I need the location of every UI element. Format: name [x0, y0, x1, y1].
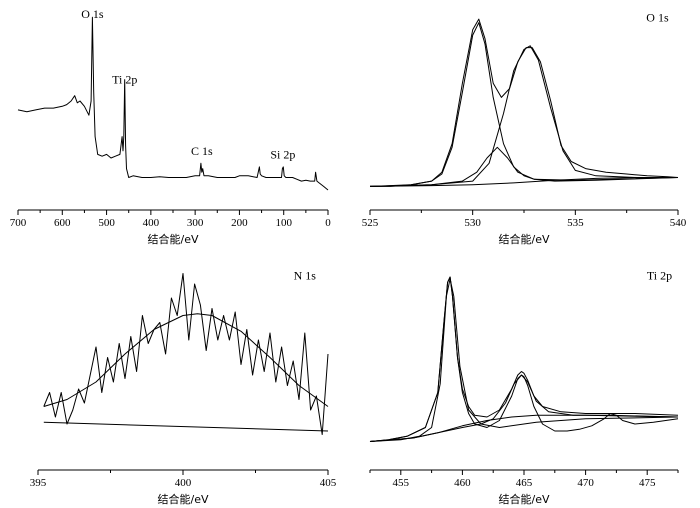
x-tick-label: 200	[231, 217, 248, 229]
x-axis-label: 结合能/eV	[499, 492, 550, 506]
panel-o1s: 525 530 535 540 结合能/eV O 1s	[362, 10, 687, 246]
series-line-data-0	[17, 16, 329, 191]
x-tick-label: 400	[175, 477, 192, 489]
series-line-envelope-0	[370, 18, 679, 187]
series-line-component-3	[369, 374, 679, 442]
series-line-component-2	[369, 146, 679, 187]
x-tick-label: 465	[516, 477, 533, 489]
series-line-component-2	[369, 278, 679, 442]
x-tick-label: 540	[670, 217, 687, 229]
x-tick-label: 455	[393, 477, 410, 489]
x-tick-label: 600	[54, 217, 71, 229]
series-line-background-4	[369, 414, 679, 442]
x-tick-label: 700	[10, 217, 27, 229]
series-line-component-3	[369, 45, 678, 187]
series-line-envelope-1	[369, 276, 679, 442]
x-tick-label: 400	[143, 217, 160, 229]
peak-annotation: Si 2p	[270, 147, 295, 161]
peak-annotation: O 1s	[646, 10, 669, 24]
series-line-data-0	[369, 276, 679, 442]
x-axis-label: 结合能/eV	[158, 492, 209, 506]
peak-annotation: Ti 2p	[647, 268, 672, 282]
x-tick-label: 525	[362, 217, 379, 229]
peak-annotation: C 1s	[191, 144, 213, 158]
x-tick-label: 300	[187, 217, 204, 229]
series-line-component-1	[369, 22, 679, 187]
x-tick-label: 405	[320, 477, 337, 489]
x-tick-label: 530	[464, 217, 481, 229]
x-tick-label: 395	[30, 477, 47, 489]
peak-annotation: Ti 2p	[112, 73, 137, 87]
series-line-data-0	[43, 273, 329, 435]
x-axis-label: 结合能/eV	[148, 232, 199, 246]
x-tick-label: 0	[325, 217, 331, 229]
peak-annotation: N 1s	[294, 268, 317, 282]
peak-annotation: O 1s	[81, 7, 104, 21]
x-tick-label: 470	[577, 477, 594, 489]
panel-ti2p: 455 460 465 470 475 结合能/eV Ti 2p	[369, 268, 679, 506]
x-tick-label: 100	[275, 217, 292, 229]
x-tick-label: 535	[567, 217, 584, 229]
series-line-background-4	[369, 177, 678, 187]
x-tick-label: 460	[454, 477, 471, 489]
x-tick-label: 500	[98, 217, 115, 229]
series-line-fit-1	[43, 313, 329, 407]
x-tick-label: 475	[639, 477, 656, 489]
panel-n1s: 395 400 405 结合能/eV N 1s	[30, 268, 337, 506]
series-line-background-2	[43, 421, 329, 432]
x-axis-label: 结合能/eV	[499, 232, 550, 246]
panel-survey: 700 600 500 400 300 200 100 0 结合能/eV O 1s Ti 2p C 1…	[10, 7, 332, 246]
